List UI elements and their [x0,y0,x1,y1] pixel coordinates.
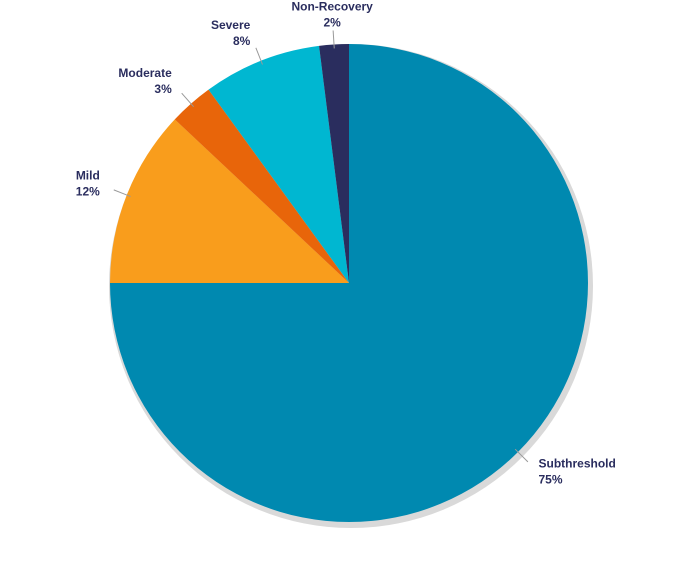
slice-value-label: 12% [76,185,100,199]
slice-value-label: 2% [324,16,342,30]
leader-line [332,30,335,49]
slice-label: Subthreshold [539,457,616,471]
slice-value-label: 75% [539,473,563,487]
pie-slice [174,89,349,284]
slice-value-label: 3% [154,82,172,96]
leader-line [181,92,194,108]
slice-label: Moderate [118,66,172,80]
slice-label: Mild [76,169,100,183]
pie-slice [319,44,349,283]
leader-line [255,47,263,65]
leader-line [514,448,529,463]
leader-line [113,189,131,197]
pie-slice [208,45,349,284]
slice-label: Severe [211,18,251,32]
pie-slice [110,119,349,283]
slice-value-label: 8% [233,34,251,48]
slice-label: Non-Recovery [291,0,373,14]
